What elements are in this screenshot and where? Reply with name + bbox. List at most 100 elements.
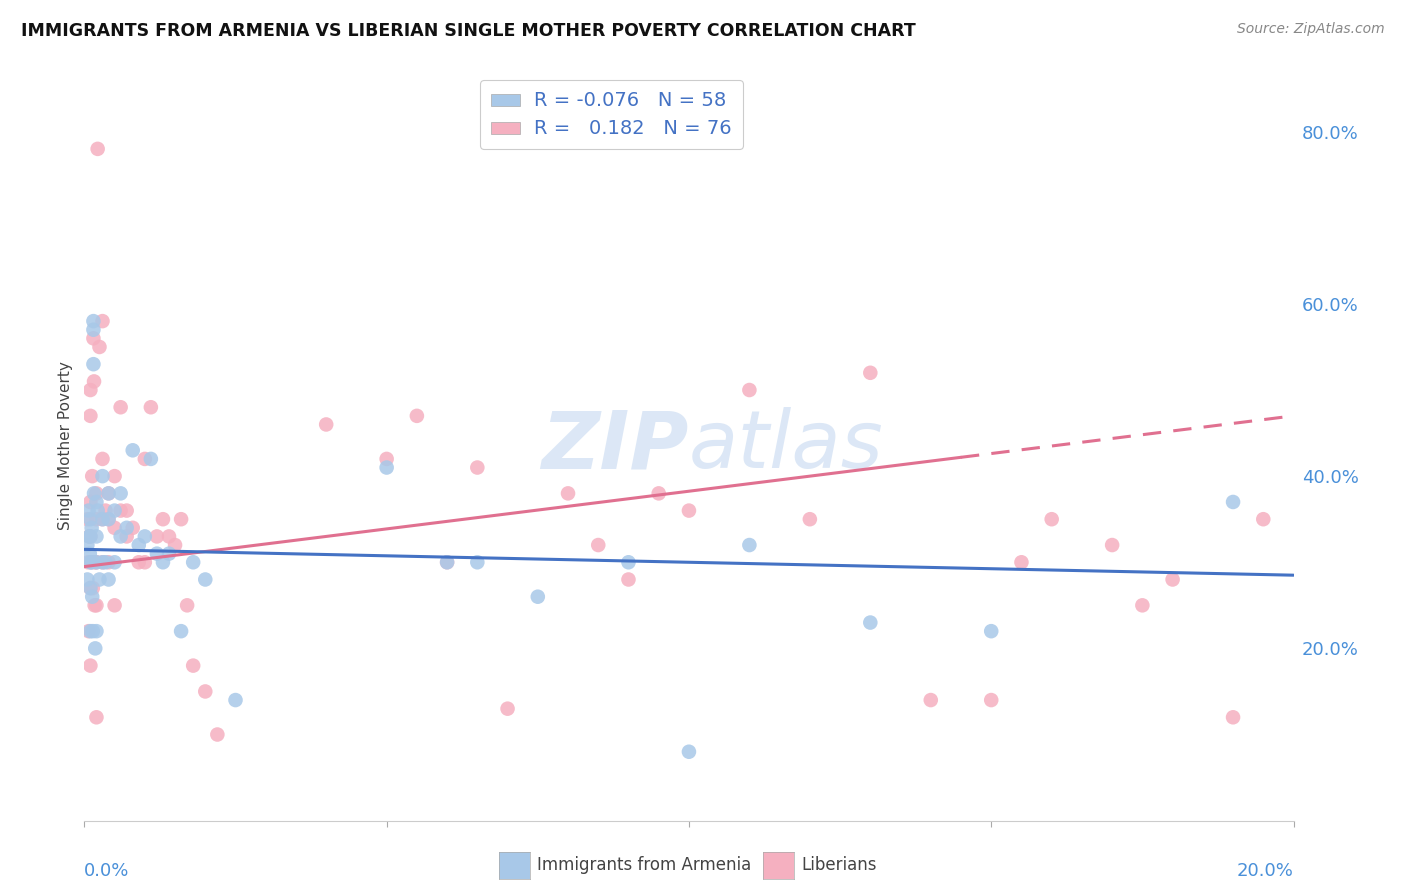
Point [104, 555, 127, 569]
Point [1222, 710, 1244, 724]
Point [77, 503, 100, 517]
Point [97, 555, 120, 569]
Point [91, 451, 114, 466]
Point [83, 375, 105, 389]
Point [121, 521, 143, 535]
Point [76, 512, 98, 526]
Point [1253, 512, 1275, 526]
Point [110, 529, 132, 543]
Point [181, 658, 204, 673]
Point [980, 624, 1002, 639]
Point [157, 529, 180, 543]
Text: 0.0%: 0.0% [84, 862, 129, 880]
Text: Immigrants from Armenia: Immigrants from Armenia [537, 856, 751, 874]
Text: Liberians: Liberians [801, 856, 877, 874]
Point [97, 573, 120, 587]
Point [79, 581, 101, 595]
Point [86, 529, 108, 543]
Point [110, 486, 132, 500]
Point [128, 538, 150, 552]
Point [86, 599, 108, 613]
Point [79, 555, 101, 569]
Point [82, 331, 104, 345]
Point [165, 538, 187, 552]
Point [1222, 495, 1244, 509]
Point [80, 521, 103, 535]
Point [859, 615, 882, 630]
Point [104, 469, 127, 483]
Point [375, 460, 398, 475]
Point [77, 529, 100, 543]
Point [315, 417, 337, 432]
Point [557, 486, 579, 500]
Text: Source: ZipAtlas.com: Source: ZipAtlas.com [1237, 22, 1385, 37]
Point [496, 701, 519, 715]
Point [436, 555, 458, 569]
Point [84, 555, 107, 569]
Point [1101, 538, 1123, 552]
Text: IMMIGRANTS FROM ARMENIA VS LIBERIAN SINGLE MOTHER POVERTY CORRELATION CHART: IMMIGRANTS FROM ARMENIA VS LIBERIAN SING… [21, 22, 915, 40]
Point [170, 512, 193, 526]
Point [79, 383, 101, 397]
Point [859, 366, 882, 380]
Point [194, 573, 217, 587]
Point [83, 599, 105, 613]
Point [82, 581, 104, 595]
Point [799, 512, 821, 526]
Point [86, 624, 108, 639]
Point [79, 529, 101, 543]
Point [406, 409, 429, 423]
Point [77, 624, 100, 639]
Point [86, 142, 108, 156]
Point [97, 512, 120, 526]
Point [134, 451, 156, 466]
Point [436, 555, 458, 569]
Point [104, 599, 127, 613]
Point [134, 555, 156, 569]
Point [617, 555, 640, 569]
Point [104, 503, 127, 517]
Point [115, 529, 138, 543]
Point [84, 641, 107, 656]
Point [91, 314, 114, 328]
Point [86, 486, 108, 500]
Point [77, 529, 100, 543]
Point [97, 512, 120, 526]
Point [82, 323, 104, 337]
Point [678, 745, 700, 759]
Point [176, 599, 198, 613]
Point [97, 486, 120, 500]
Point [82, 624, 104, 639]
Point [920, 693, 942, 707]
Point [980, 693, 1002, 707]
Point [121, 443, 143, 458]
Text: atlas: atlas [689, 407, 884, 485]
Point [89, 340, 111, 354]
Point [79, 495, 101, 509]
Point [79, 512, 101, 526]
Point [97, 486, 120, 500]
Point [170, 624, 193, 639]
Point [91, 512, 114, 526]
Point [152, 512, 174, 526]
Point [115, 521, 138, 535]
Text: 20.0%: 20.0% [1237, 862, 1294, 880]
Point [86, 555, 108, 569]
Point [91, 469, 114, 483]
Legend: R = -0.076   N = 58, R =   0.182   N = 76: R = -0.076 N = 58, R = 0.182 N = 76 [481, 80, 742, 149]
Text: ZIP: ZIP [541, 407, 689, 485]
Point [1040, 512, 1063, 526]
Point [82, 469, 104, 483]
Point [86, 495, 108, 509]
Point [82, 314, 104, 328]
Point [80, 555, 103, 569]
Point [588, 538, 610, 552]
Point [115, 503, 138, 517]
Point [110, 503, 132, 517]
Point [79, 547, 101, 561]
Point [181, 555, 204, 569]
Point [110, 401, 132, 415]
Point [76, 538, 98, 552]
Point [79, 529, 101, 543]
Point [77, 555, 100, 569]
